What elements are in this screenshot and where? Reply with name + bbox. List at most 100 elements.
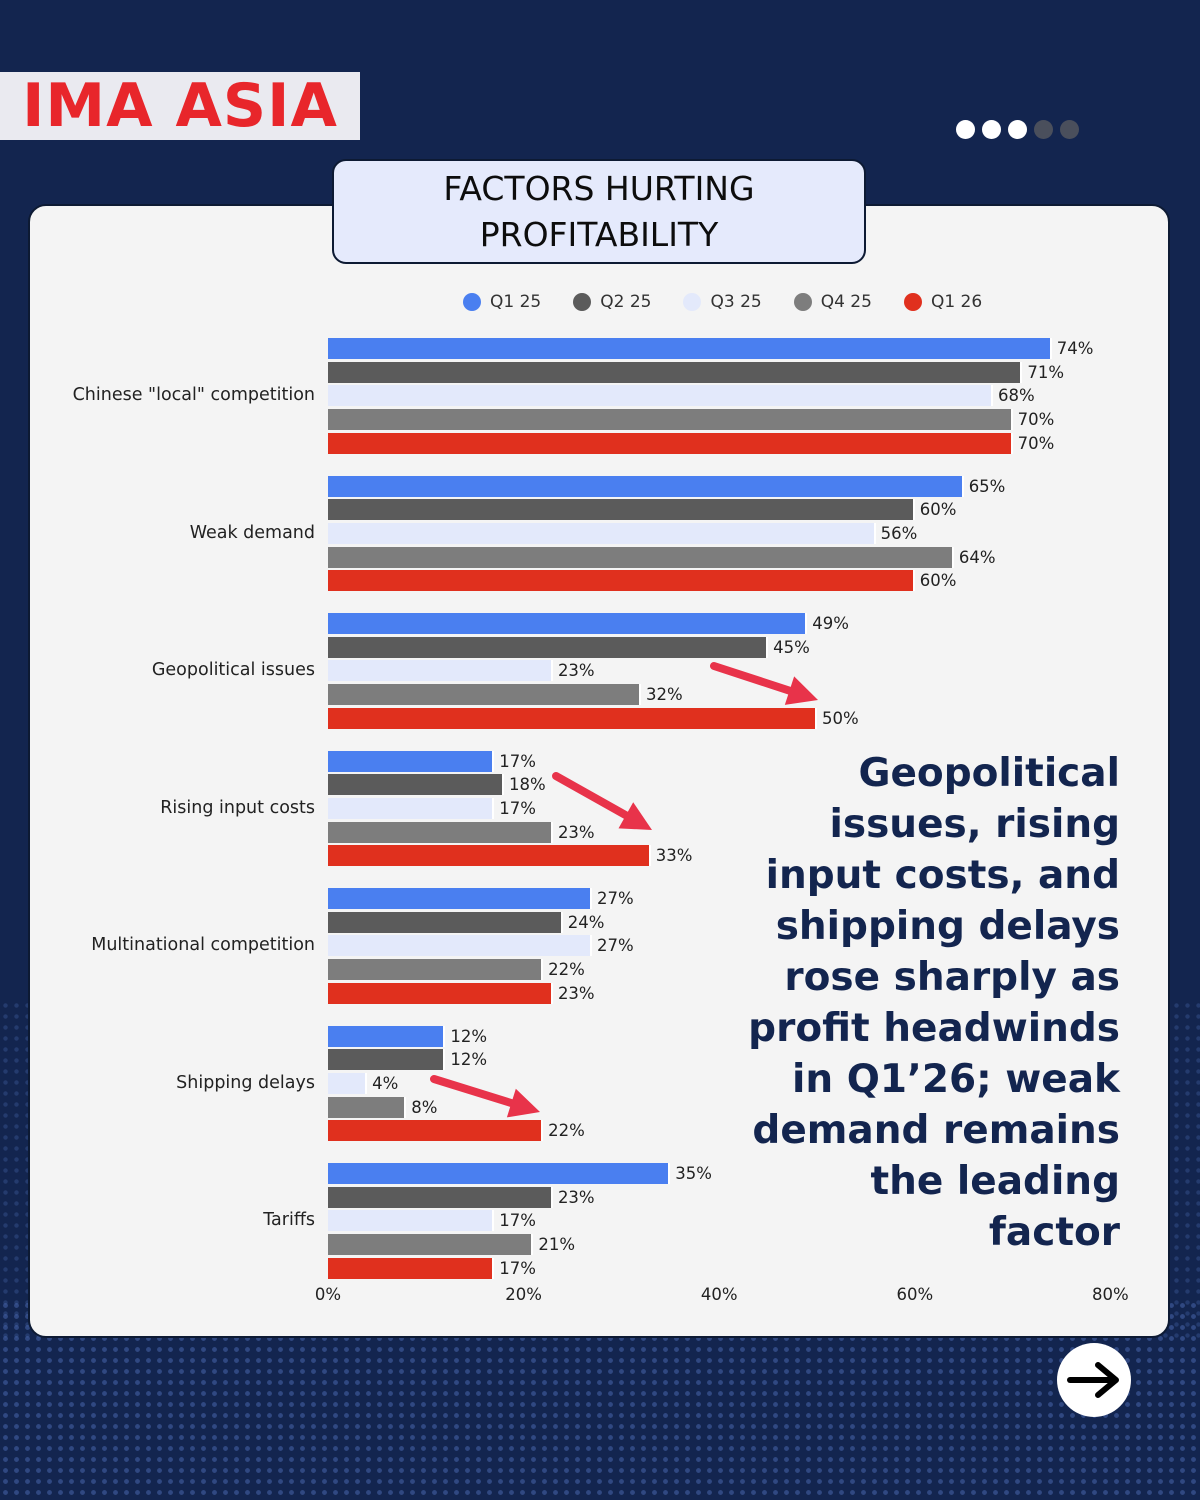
bar-value-label: 60% bbox=[919, 571, 957, 591]
x-tick-label: 80% bbox=[1092, 1285, 1129, 1304]
bar-value-label: 18% bbox=[509, 775, 546, 795]
bar-rising-input-costs-q1-25 bbox=[328, 750, 495, 772]
bar-multinational-competition-q4-25 bbox=[328, 959, 544, 981]
bar-value-label: 12% bbox=[450, 1050, 488, 1070]
bar-value-label: 8% bbox=[411, 1097, 438, 1117]
bar-weak-demand-q1-25 bbox=[328, 475, 964, 497]
legend-swatch bbox=[793, 293, 812, 311]
bar-value-label: 49% bbox=[812, 614, 849, 633]
bar-value-label: 23% bbox=[557, 661, 595, 681]
bar-weak-demand-q4-25 bbox=[328, 546, 954, 568]
bar-shipping-delays-q1-26 bbox=[328, 1120, 544, 1142]
bar-value-label: 70% bbox=[1017, 410, 1055, 430]
bar-value-label: 23% bbox=[557, 1187, 595, 1207]
bar-value-label: 60% bbox=[919, 500, 957, 520]
bar-weak-demand-q1-26 bbox=[328, 570, 915, 592]
bar-rising-input-costs-q1-26 bbox=[328, 845, 651, 867]
bar-tariffs-q2-25 bbox=[328, 1186, 553, 1208]
pager-dot[interactable] bbox=[956, 120, 975, 139]
bar-value-label: 17% bbox=[499, 798, 536, 818]
bar-chinese-local-competition-q1-26 bbox=[328, 432, 1013, 454]
category-label-shipping-delays: Shipping delays bbox=[176, 1072, 315, 1093]
legend-item-q1-26: Q1 26 bbox=[903, 292, 982, 312]
legend-label: Q1 25 bbox=[490, 292, 542, 312]
bar-multinational-competition-q3-25 bbox=[328, 935, 593, 957]
x-tick-label: 40% bbox=[700, 1285, 738, 1304]
category-label-rising-input-costs: Rising input costs bbox=[160, 797, 315, 818]
legend-item-q4-25: Q4 25 bbox=[793, 292, 872, 312]
bar-value-label: 56% bbox=[880, 523, 918, 543]
bar-chinese-local-competition-q4-25 bbox=[328, 409, 1013, 431]
bar-geopolitical-issues-q1-26 bbox=[328, 707, 817, 729]
bar-geopolitical-issues-q4-25 bbox=[328, 684, 641, 706]
bar-value-label: 24% bbox=[567, 912, 605, 932]
pager-dot[interactable] bbox=[1034, 120, 1053, 139]
legend-swatch bbox=[903, 293, 922, 311]
bar-value-label: 71% bbox=[1027, 362, 1065, 382]
bar-value-label: 4% bbox=[372, 1073, 399, 1093]
category-label-chinese-local-competition: Chinese "local" competition bbox=[72, 385, 315, 406]
bar-tariffs-q1-25 bbox=[328, 1163, 671, 1184]
pager-dot[interactable] bbox=[1060, 120, 1079, 139]
insight-text: Geopolitical issues, rising input costs,… bbox=[748, 751, 1120, 1255]
category-label-weak-demand: Weak demand bbox=[189, 522, 315, 543]
bar-shipping-delays-q4-25 bbox=[328, 1096, 407, 1118]
bar-value-label: 45% bbox=[773, 637, 810, 657]
bar-value-label: 74% bbox=[1056, 339, 1094, 358]
bar-value-label: 17% bbox=[499, 1258, 536, 1278]
x-tick-label: 60% bbox=[896, 1285, 934, 1304]
bar-multinational-competition-q1-25 bbox=[328, 888, 593, 909]
bar-value-label: 22% bbox=[548, 960, 585, 980]
legend-swatch bbox=[683, 293, 702, 311]
legend-label: Q2 25 bbox=[600, 292, 652, 312]
bar-value-label: 68% bbox=[998, 386, 1035, 406]
pager-dot[interactable] bbox=[1008, 120, 1027, 139]
bar-value-label: 32% bbox=[645, 685, 683, 705]
bar-chinese-local-competition-q2-25 bbox=[328, 361, 1023, 383]
bar-multinational-competition-q2-25 bbox=[328, 911, 563, 933]
category-label-geopolitical-issues: Geopolitical issues bbox=[151, 660, 315, 681]
bar-multinational-competition-q1-26 bbox=[328, 982, 553, 1004]
chart-title-line1: FACTORS HURTING bbox=[443, 168, 755, 208]
bar-rising-input-costs-q3-25 bbox=[328, 797, 495, 819]
category-label-multinational-competition: Multinational competition bbox=[91, 935, 315, 956]
bar-value-label: 65% bbox=[968, 476, 1006, 496]
brand-logo-text: IMA ASIA bbox=[22, 71, 338, 141]
x-tick-label: 20% bbox=[505, 1285, 542, 1304]
legend-label: Q4 25 bbox=[820, 292, 872, 312]
x-tick-label: 0% bbox=[314, 1285, 342, 1304]
bar-shipping-delays-q2-25 bbox=[328, 1049, 446, 1071]
bar-geopolitical-issues-q2-25 bbox=[328, 636, 769, 658]
bar-geopolitical-issues-q3-25 bbox=[328, 660, 553, 682]
bar-value-label: 35% bbox=[675, 1164, 712, 1183]
brand-logo: IMA ASIA bbox=[0, 72, 360, 140]
bar-shipping-delays-q1-25 bbox=[328, 1025, 446, 1047]
bar-value-label: 17% bbox=[499, 751, 536, 771]
chart-title-line2: PROFITABILITY bbox=[479, 214, 719, 254]
legend-item-q2-25: Q2 25 bbox=[573, 292, 651, 312]
bar-value-label: 21% bbox=[538, 1235, 576, 1255]
legend-item-q1-25: Q1 25 bbox=[463, 292, 541, 312]
bar-geopolitical-issues-q1-25 bbox=[328, 613, 808, 634]
bar-value-label: 33% bbox=[655, 846, 693, 866]
bar-rising-input-costs-q4-25 bbox=[328, 821, 553, 843]
bar-value-label: 50% bbox=[822, 708, 859, 728]
bar-value-label: 27% bbox=[597, 936, 634, 956]
bar-value-label: 64% bbox=[958, 547, 996, 567]
bar-value-label: 17% bbox=[499, 1211, 536, 1231]
bar-weak-demand-q3-25 bbox=[328, 522, 876, 544]
bar-rising-input-costs-q2-25 bbox=[328, 774, 505, 796]
bar-value-label: 23% bbox=[557, 822, 595, 842]
legend-item-q3-25: Q3 25 bbox=[683, 292, 762, 312]
pager-dot[interactable] bbox=[982, 120, 1001, 139]
category-label-tariffs: Tariffs bbox=[263, 1210, 315, 1231]
bar-value-label: 12% bbox=[450, 1026, 488, 1046]
legend-swatch bbox=[463, 293, 481, 311]
bar-value-label: 27% bbox=[597, 889, 634, 908]
bar-chinese-local-competition-q1-25 bbox=[328, 338, 1052, 359]
legend-swatch bbox=[573, 293, 592, 311]
slide-pager bbox=[956, 120, 1079, 139]
bar-shipping-delays-q3-25 bbox=[328, 1072, 368, 1094]
next-slide-button[interactable] bbox=[1057, 1343, 1131, 1417]
chart-legend: Q1 25 Q2 25 Q3 25 Q4 25 Q1 26 bbox=[463, 292, 982, 312]
